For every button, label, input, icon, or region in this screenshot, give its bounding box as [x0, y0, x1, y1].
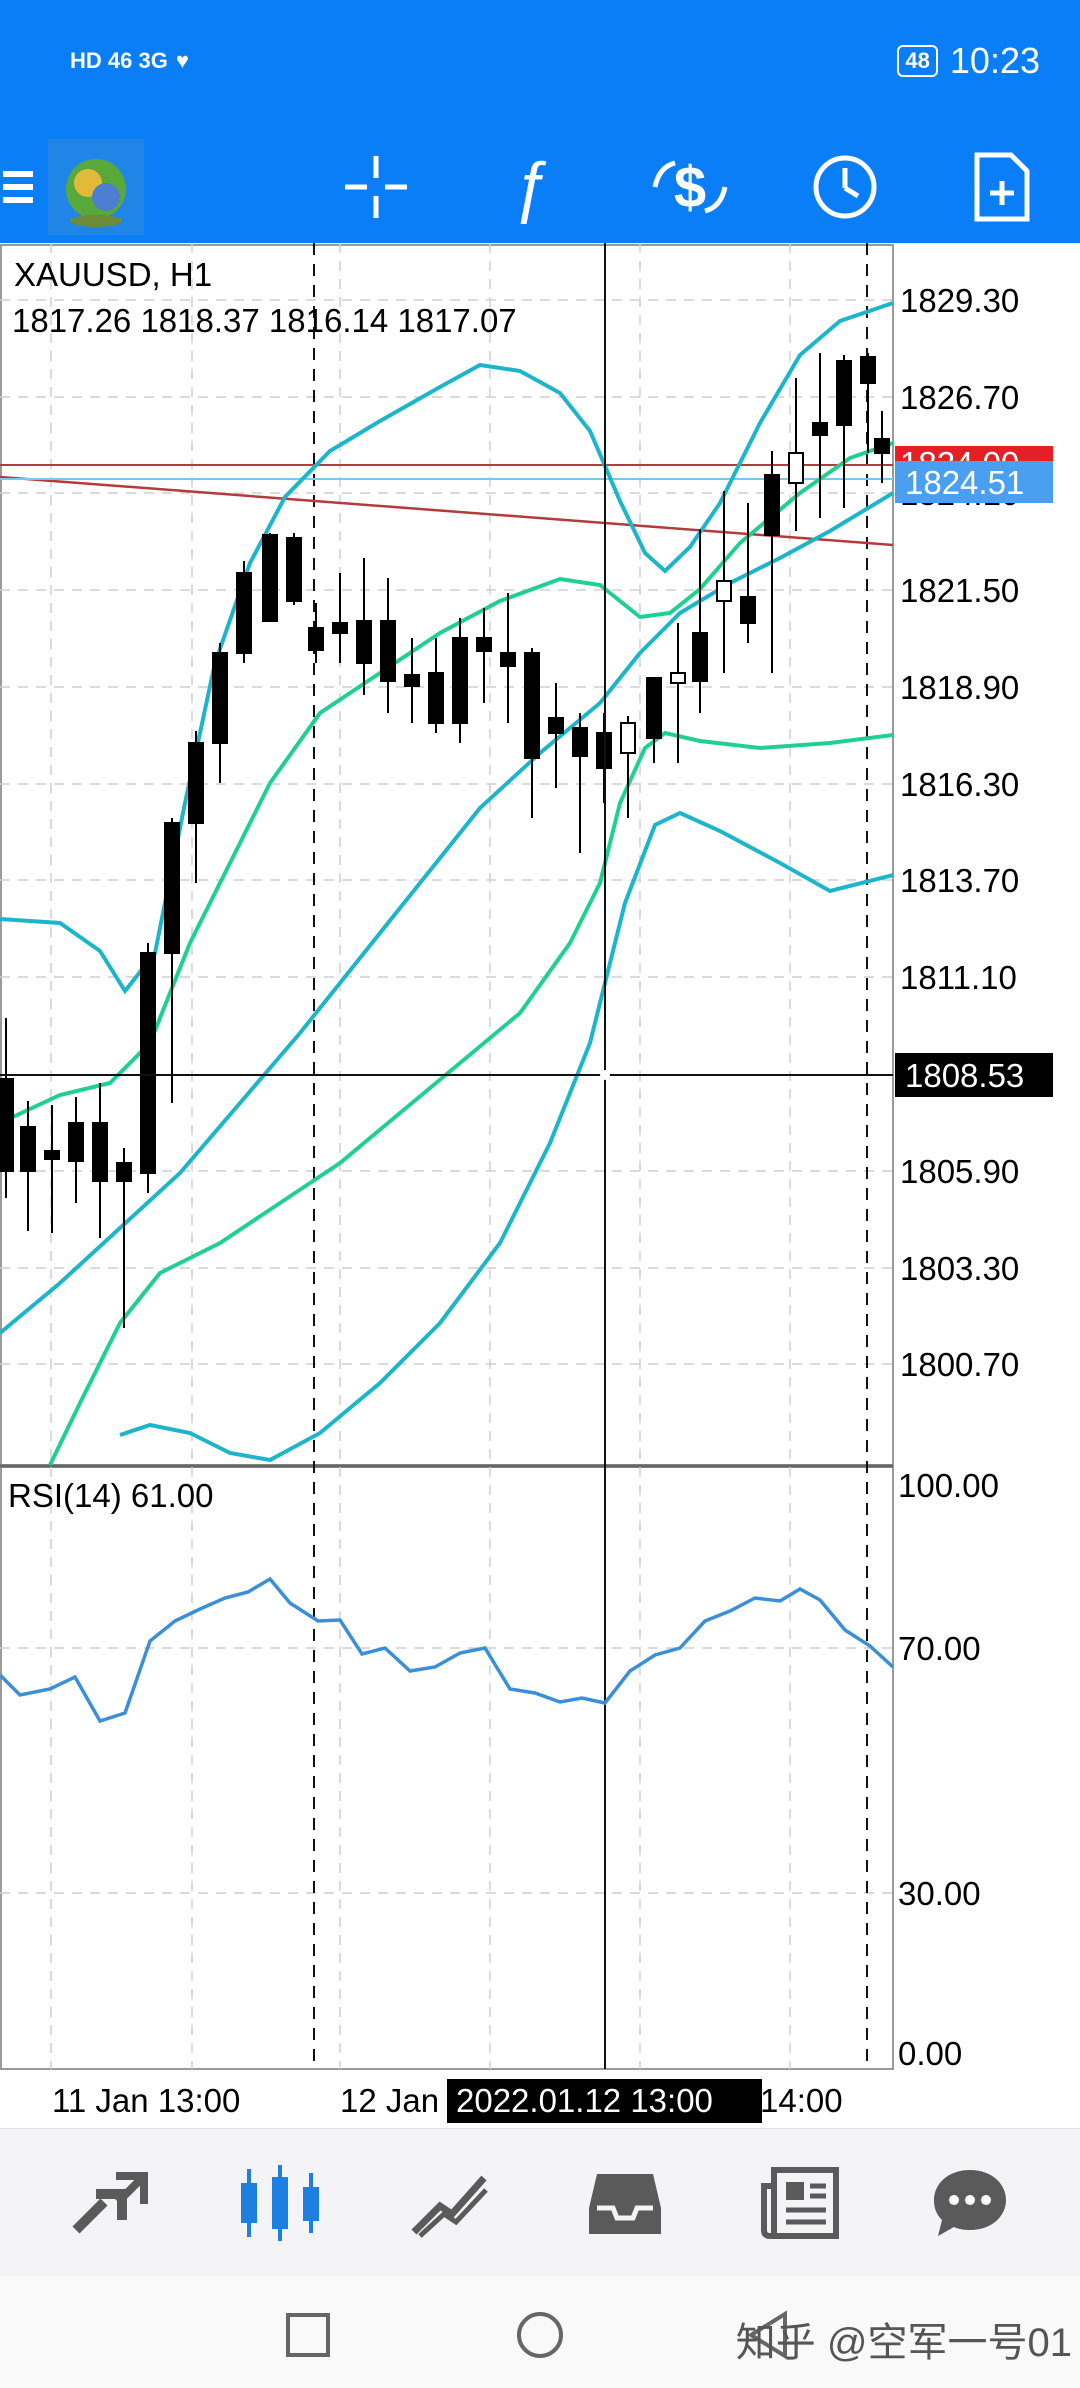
new-order-icon[interactable]: [956, 130, 1046, 243]
candle-body: [620, 722, 636, 754]
recent-apps-icon[interactable]: [285, 2312, 331, 2363]
price-label: 1821.50: [900, 572, 1019, 609]
heart-icon: ♥: [175, 48, 189, 73]
ohlc-values: 1817.26 1818.37 1816.14 1817.07: [12, 302, 517, 339]
candle-body: [500, 652, 516, 667]
battery-icon: 48: [897, 45, 938, 77]
trade-icon[interactable]: $: [640, 130, 740, 243]
time-label: 12 Jan: [340, 2082, 439, 2119]
candle-body: [20, 1126, 36, 1172]
candle-body: [788, 452, 804, 484]
watermark: 知乎 @空军一号01: [735, 2321, 1072, 2365]
candle-body: [572, 727, 588, 757]
price-label: 1813.70: [900, 862, 1019, 899]
candle-body: [116, 1162, 132, 1182]
crosshair-price-label: 1808.53: [905, 1057, 1024, 1094]
news-icon[interactable]: [735, 2129, 865, 2277]
candle-body: [670, 672, 686, 684]
candle-body: [262, 534, 278, 622]
price-label: 1816.30: [900, 766, 1019, 803]
candle-body: [44, 1150, 60, 1160]
rsi-level-label: 0.00: [898, 2035, 962, 2072]
crosshair-icon[interactable]: [336, 130, 416, 243]
home-icon[interactable]: [515, 2310, 565, 2365]
candle-body: [308, 627, 324, 651]
network-indicators: HD 46 3G: [70, 48, 168, 73]
chart-icon[interactable]: [215, 2129, 345, 2277]
bid-price-badge: [895, 461, 1053, 503]
system-navigation: [0, 2276, 1080, 2388]
candle-body: [236, 572, 252, 654]
candle-body: [764, 474, 780, 536]
candle-body: [92, 1122, 108, 1182]
messages-icon[interactable]: [905, 2129, 1035, 2277]
candle-body: [524, 652, 540, 759]
price-label: 1811.10: [900, 959, 1017, 996]
indicators-icon[interactable]: ƒ: [490, 130, 570, 243]
trade-nav-icon[interactable]: [385, 2129, 515, 2277]
candle-body: [860, 356, 876, 384]
candle-body: [164, 822, 180, 954]
candle-body: [646, 677, 662, 739]
svg-text:$: $: [674, 155, 706, 220]
back-icon[interactable]: [745, 2310, 791, 2365]
status-left-icons: HD 46 3G ♥: [70, 48, 189, 74]
candle-body: [68, 1122, 84, 1162]
candle-body: [452, 637, 468, 724]
candle-body: [428, 672, 444, 724]
rsi-title: RSI(14) 61.00: [8, 1477, 213, 1514]
top-toolbar: ƒ $: [0, 130, 1080, 243]
candle-body: [286, 537, 302, 602]
crosshair-time-badge: [447, 2079, 762, 2123]
history-icon[interactable]: [560, 2129, 690, 2277]
rsi-level-label: 70.00: [898, 1630, 981, 1667]
app-logo[interactable]: [48, 130, 144, 243]
rsi-level-label: 100.00: [898, 1467, 999, 1504]
candle-body: [692, 632, 708, 682]
crosshair-time-label: 2022.01.12 13:00: [456, 2082, 713, 2119]
time-label: 11 Jan 13:00: [52, 2082, 240, 2119]
symbol-label: XAUUSD, H1: [14, 256, 212, 293]
clock-time: 10:23: [949, 40, 1040, 81]
candle-body: [0, 1078, 14, 1172]
candle-body: [140, 952, 156, 1174]
candle-body: [332, 622, 348, 634]
status-right: 48 10:23: [897, 40, 1040, 82]
crosshair-price-badge: [895, 1053, 1053, 1097]
bid-price-label: 1824.51: [905, 464, 1024, 501]
candle-body: [212, 652, 228, 744]
candle-body: [380, 620, 396, 682]
price-label: 1826.70: [900, 379, 1019, 416]
candle-body: [476, 637, 492, 652]
price-label: 1803.30: [900, 1250, 1019, 1287]
price-label: 1829.30: [900, 282, 1019, 319]
svg-text:ƒ: ƒ: [511, 148, 549, 224]
candle-body: [548, 717, 564, 734]
time-label: 14:00: [760, 2082, 843, 2119]
candle-body: [404, 674, 420, 687]
candle-body: [812, 422, 828, 436]
rsi-level-label: 30.00: [898, 1875, 981, 1912]
candle-body: [716, 580, 732, 602]
candle-body: [188, 742, 204, 824]
price-label: 1818.90: [900, 669, 1019, 706]
candle-body: [836, 360, 852, 426]
quotes-icon[interactable]: [45, 2129, 175, 2277]
candle-body: [874, 438, 890, 454]
price-label: 1805.90: [900, 1153, 1019, 1190]
menu-icon[interactable]: [0, 130, 36, 243]
status-bar: HD 46 3G ♥ 48 10:23: [0, 0, 1080, 130]
candle-body: [356, 620, 372, 664]
timeframe-icon[interactable]: [800, 130, 890, 243]
price-label: 1800.70: [900, 1346, 1019, 1383]
chart-area[interactable]: XAUUSD, H1 1817.26 1818.37 1816.14 1817.…: [0, 243, 1080, 2128]
bottom-navigation: [0, 2128, 1080, 2277]
candle-body: [740, 596, 756, 624]
